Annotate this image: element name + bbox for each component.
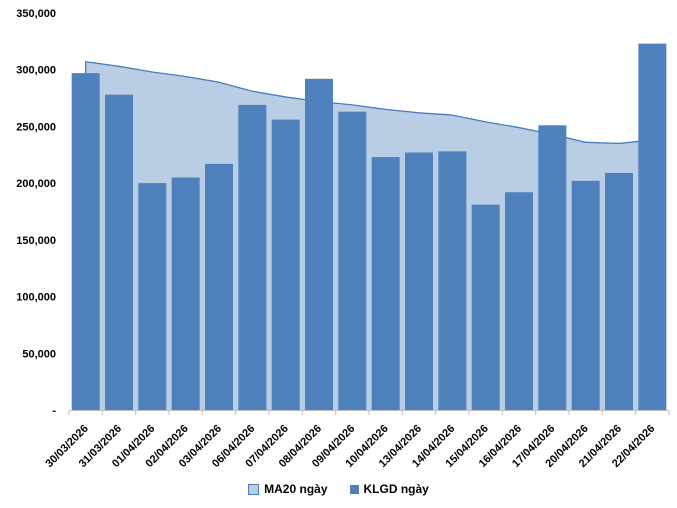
y-axis-label: 300,000	[16, 65, 56, 77]
y-axis-label: 250,000	[16, 121, 56, 133]
volume-bar	[271, 119, 300, 411]
volume-bar	[405, 152, 433, 410]
volume-bar	[305, 78, 333, 410]
volume-bar	[105, 94, 133, 411]
y-axis-label: 50,000	[22, 348, 56, 360]
volume-bar	[371, 157, 400, 410]
volume-bar	[238, 104, 267, 410]
volume-bar	[605, 172, 633, 410]
y-axis-label: 150,000	[16, 235, 56, 247]
y-axis-label: 350,000	[16, 8, 56, 20]
volume-bar	[538, 125, 567, 410]
volume-bar	[571, 180, 600, 410]
volume-bar	[338, 111, 367, 411]
ma20-area	[85, 61, 653, 410]
volume-bar	[505, 192, 533, 410]
y-axis-label: -	[52, 405, 56, 417]
volume-bar	[438, 151, 467, 410]
volume-bar	[205, 163, 233, 410]
y-axis-label: 100,000	[16, 292, 56, 304]
klgd-legend-label: KLGD ngày	[363, 482, 429, 496]
volume-bar	[471, 204, 500, 410]
ma20-legend-label: MA20 ngày	[264, 482, 328, 496]
ma20-legend-swatch-icon	[248, 483, 260, 495]
y-axis-label: 200,000	[16, 178, 56, 190]
volume-bar	[138, 183, 167, 410]
klgd-legend-swatch-icon	[349, 484, 359, 494]
volume-bar	[171, 177, 200, 410]
volume-bar	[71, 73, 100, 411]
chart-legend: MA20 ngày KLGD ngày	[0, 482, 677, 496]
legend-item-ma20: MA20 ngày	[248, 482, 328, 496]
legend-item-klgd: KLGD ngày	[349, 482, 429, 496]
volume-bar	[638, 43, 667, 410]
